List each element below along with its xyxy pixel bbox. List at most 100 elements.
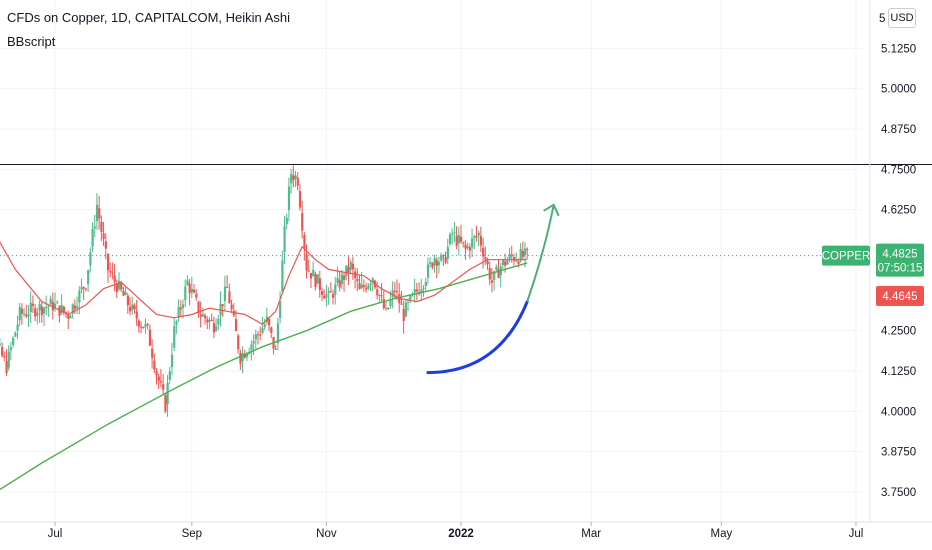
- candle-body: [415, 289, 419, 292]
- candle-body: [49, 298, 52, 305]
- candle-body: [279, 301, 282, 318]
- symbol-tag: [822, 245, 870, 266]
- candle-body: [420, 289, 423, 293]
- price-tags: COPPER 4.4825 07:50:15 4.4645: [822, 243, 924, 306]
- candle-body: [435, 260, 438, 267]
- candle-body: [365, 287, 368, 290]
- candle-body: [510, 254, 513, 256]
- candle-body: [162, 384, 165, 390]
- candle-body: [51, 301, 54, 311]
- candle-body: [201, 314, 205, 317]
- candle-body: [437, 261, 441, 266]
- candle-body: [135, 311, 138, 319]
- candle-body: [95, 204, 99, 222]
- price-tick-label: 4.1250: [881, 366, 916, 378]
- candle-body: [60, 305, 63, 314]
- time-axis[interactable]: Jul Sep Nov 2022 Mar May Jul: [0, 521, 932, 540]
- currency-button[interactable]: USD: [888, 8, 916, 28]
- candle-body: [318, 278, 321, 290]
- indicator-label[interactable]: BBscript: [7, 34, 56, 49]
- time-tick-label: Nov: [316, 528, 337, 540]
- candle-body: [129, 306, 132, 312]
- candle-body: [31, 303, 35, 306]
- candle-body: [36, 312, 39, 316]
- candle-body: [87, 269, 90, 285]
- candle-body: [521, 250, 524, 257]
- candle-body: [184, 286, 187, 300]
- time-tick-label: May: [711, 528, 733, 540]
- chart-grid: [0, 0, 862, 522]
- candle-body: [170, 354, 174, 368]
- symbol-tag-label: COPPER: [822, 251, 871, 263]
- candle-body: [38, 303, 41, 311]
- candle-body: [338, 280, 341, 288]
- candle-body: [186, 280, 189, 285]
- candle-body: [140, 326, 143, 328]
- candle-body: [384, 307, 388, 309]
- candle-body: [29, 302, 32, 312]
- candle-body: [301, 213, 304, 231]
- candle-body: [239, 352, 242, 364]
- candle-body: [16, 324, 19, 331]
- candle-body: [334, 284, 337, 295]
- candle-body: [62, 306, 66, 312]
- candle-body: [323, 295, 326, 299]
- candle-body: [18, 307, 21, 321]
- candle-body: [144, 324, 147, 328]
- candle-body: [179, 307, 182, 310]
- price-tick-label: 5.0000: [881, 84, 916, 96]
- candle-body: [382, 299, 385, 309]
- candle-body: [5, 360, 8, 373]
- candle-body: [497, 269, 500, 278]
- candle-body: [312, 269, 315, 277]
- candle-body: [155, 371, 158, 376]
- candle-body: [104, 241, 107, 249]
- candle-body: [371, 278, 374, 283]
- candle-body: [429, 261, 432, 264]
- candle-body: [466, 246, 469, 249]
- candle-body: [290, 173, 293, 184]
- candle-body: [1, 346, 4, 356]
- candle-body: [413, 289, 416, 293]
- candle-body: [257, 334, 260, 336]
- candle-body: [460, 236, 463, 242]
- candle-body: [455, 235, 458, 246]
- candle-body: [409, 295, 412, 301]
- candle-body: [468, 247, 472, 251]
- candle-body: [245, 354, 249, 357]
- second-price-label: 4.4645: [882, 291, 917, 303]
- candle-body: [193, 289, 196, 293]
- candle-body: [40, 306, 43, 316]
- candle-body: [173, 325, 176, 348]
- candle-body: [65, 312, 68, 314]
- candle-body: [126, 295, 130, 306]
- candle-body: [159, 381, 163, 383]
- candle-body: [451, 233, 454, 235]
- candle-body: [7, 351, 10, 368]
- candle-body: [252, 340, 255, 344]
- price-tick-label: 3.7500: [881, 487, 916, 499]
- candle-body: [482, 248, 485, 257]
- candle-body: [120, 282, 123, 290]
- candle-body: [12, 337, 15, 345]
- candle-body: [347, 267, 350, 273]
- candle-body: [237, 335, 240, 350]
- candle-body: [199, 314, 202, 318]
- candle-body: [168, 371, 171, 380]
- candle-body: [157, 376, 160, 381]
- candle-body: [153, 360, 156, 370]
- candle-body: [23, 313, 26, 315]
- candle-body: [316, 274, 319, 284]
- candle-body: [453, 232, 456, 234]
- candle-body: [285, 217, 288, 225]
- candle-body: [212, 323, 216, 333]
- price-axis[interactable]: 5.1250 5.0000 4.8750 4.7500 4.6250 4.2500 4.12…: [869, 0, 916, 522]
- chart-title: CFDs on Copper, 1D, CAPITALCOM, Heikin A…: [7, 10, 290, 25]
- time-tick-label: Sep: [182, 528, 202, 540]
- candle-body: [243, 354, 246, 358]
- price-tick-label: 4.2500: [881, 326, 916, 338]
- candle-body: [109, 270, 112, 273]
- candle-body: [495, 266, 498, 271]
- candle-body: [404, 302, 408, 317]
